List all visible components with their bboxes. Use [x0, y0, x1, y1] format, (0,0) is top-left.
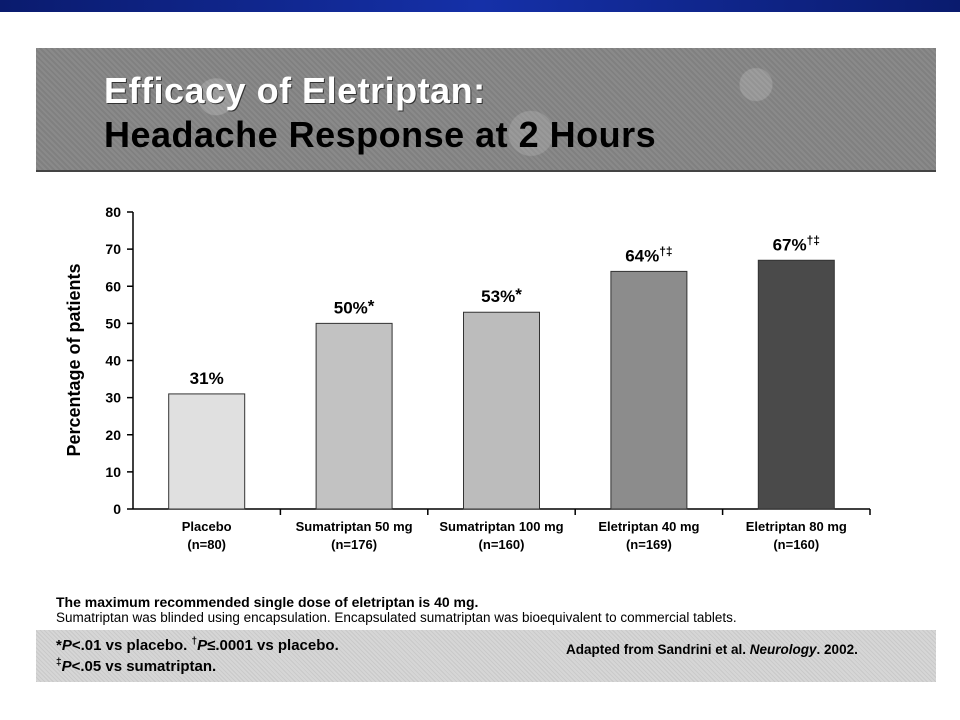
y-tick-label: 0 [113, 501, 121, 517]
note-blinding: Sumatriptan was blinded using encapsulat… [56, 610, 737, 625]
footnote-p3: P [61, 658, 72, 675]
y-tick-label: 40 [105, 353, 121, 369]
y-tick-label: 70 [105, 241, 121, 257]
footnote-box: *P<.01 vs placebo. †P≤.0001 vs placebo. … [36, 630, 936, 682]
note-max-dose: The maximum recommended single dose of e… [56, 594, 479, 610]
title-line-2: Headache Response at 2 Hours [104, 114, 657, 155]
title-line-1: Efficacy of Eletriptan: [104, 70, 486, 111]
data-label: 67%†‡ [773, 233, 820, 254]
footnote-p2: P [197, 637, 208, 654]
y-tick-label: 10 [105, 464, 121, 480]
y-tick-label: 50 [105, 315, 121, 331]
source-journal: Neurology [749, 642, 817, 657]
footnote-star-mark: * [56, 637, 62, 654]
bar [463, 311, 540, 510]
source-citation: Adapted from Sandrini et al. Neurology. … [566, 642, 858, 657]
top-color-band [0, 0, 960, 12]
data-labels: 31% 50%* 53%* 64%†‡ 67%†‡ [190, 233, 820, 388]
footnote-line-1: *P<.01 vs placebo. †P≤.0001 vs placebo. [56, 636, 339, 654]
data-label: 64%†‡ [625, 244, 672, 265]
y-tick-label: 30 [105, 390, 121, 406]
footnote-line-2: ‡P<.05 vs sumatriptan. [56, 657, 216, 675]
category-label: Sumatriptan 50 mg [296, 519, 413, 534]
bars [168, 259, 871, 515]
footnote-dagger-mark: † [191, 636, 198, 647]
footnote-text-3: <.05 vs sumatriptan. [71, 658, 217, 675]
y-tick-label: 60 [105, 278, 121, 294]
footnote-text-1: <.01 vs placebo. [71, 637, 192, 654]
bar [757, 259, 835, 510]
data-label: 53%* [481, 285, 522, 306]
y-axis-label: Percentage of patients [64, 263, 84, 456]
notes: The maximum recommended single dose of e… [56, 594, 916, 626]
category-label: Placebo [182, 519, 232, 534]
category-n-label: (n=169) [626, 537, 672, 552]
y-ticks: 0 10 20 30 40 50 60 70 80 [105, 204, 133, 517]
bar [315, 322, 393, 510]
footnote-p1: P [61, 637, 72, 654]
data-label: 31% [190, 369, 224, 388]
data-label: 50%* [334, 296, 375, 317]
category-label: Eletriptan 40 mg [598, 519, 699, 534]
bar-chart: Percentage of patients 0 10 20 30 40 50 60 70 80… [64, 204, 871, 552]
source-suffix: . 2002. [816, 642, 858, 657]
footnote-text-2: ≤.0001 vs placebo. [207, 637, 339, 654]
bar [168, 393, 246, 510]
y-axis-label-group: Percentage of patients [64, 263, 84, 456]
source-prefix: Adapted from Sandrini et al. [566, 642, 750, 657]
category-n-label: (n=160) [773, 537, 819, 552]
category-n-label: (n=160) [479, 537, 525, 552]
category-label: Eletriptan 80 mg [746, 519, 847, 534]
category-labels: Placebo (n=80) Sumatriptan 50 mg (n=176) Sum… [182, 519, 847, 552]
category-n-label: (n=176) [331, 537, 377, 552]
category-n-label: (n=80) [187, 537, 226, 552]
y-tick-label: 80 [105, 204, 121, 220]
category-label: Sumatriptan 100 mg [439, 519, 563, 534]
bar [610, 270, 688, 510]
footnote-double-dagger-mark: ‡ [56, 657, 62, 668]
title-banner: Efficacy of Eletriptan: Headache Respons… [36, 48, 936, 172]
y-tick-label: 20 [105, 427, 121, 443]
